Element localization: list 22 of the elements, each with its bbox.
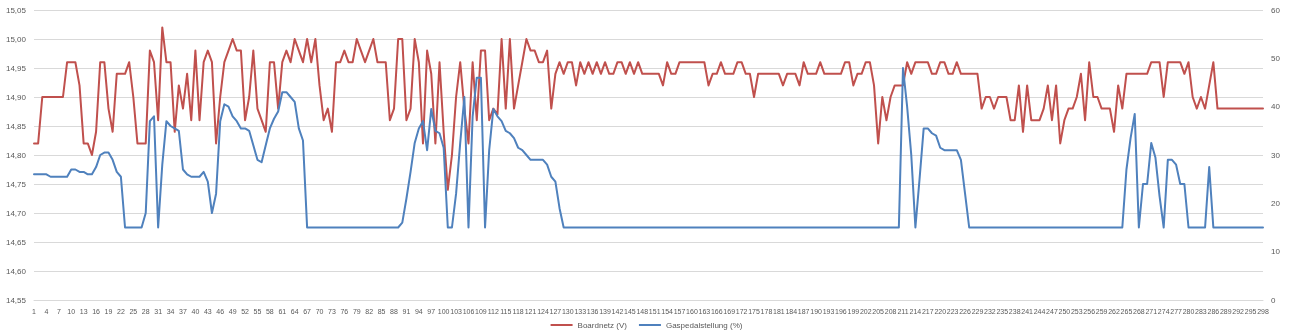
y-tick-label: 14,80 [5, 150, 27, 160]
y2-tick-label: 50 [1271, 53, 1281, 63]
y-tick-label: 14,55 [5, 295, 27, 305]
y-tick-label: 15,00 [5, 34, 27, 44]
y-tick-label: 14,95 [5, 63, 27, 73]
y-tick-label: 14,65 [5, 237, 27, 247]
y-tick-label: 14,75 [5, 179, 27, 189]
legend-label: Gaspedalstellung (%) [665, 320, 743, 330]
y2-tick-label: 0 [1271, 295, 1276, 305]
legend-label: Boardnetz (V) [577, 320, 628, 330]
line-series [33, 67, 1264, 229]
y2-tick-label: 40 [1271, 102, 1281, 112]
y2-tick-label: 60 [1271, 5, 1281, 15]
y-tick-label: 14,90 [5, 92, 27, 102]
y2-tick-label: 30 [1271, 150, 1281, 160]
y-tick-label: 14,85 [5, 121, 27, 131]
y-tick-label: 14,60 [5, 266, 27, 276]
y2-tick-label: 20 [1271, 198, 1281, 208]
y-tick-label: 14,70 [5, 208, 27, 218]
y2-tick-label: 10 [1271, 247, 1281, 257]
line-series [33, 26, 1264, 191]
y-tick-label: 15,05 [5, 5, 27, 15]
